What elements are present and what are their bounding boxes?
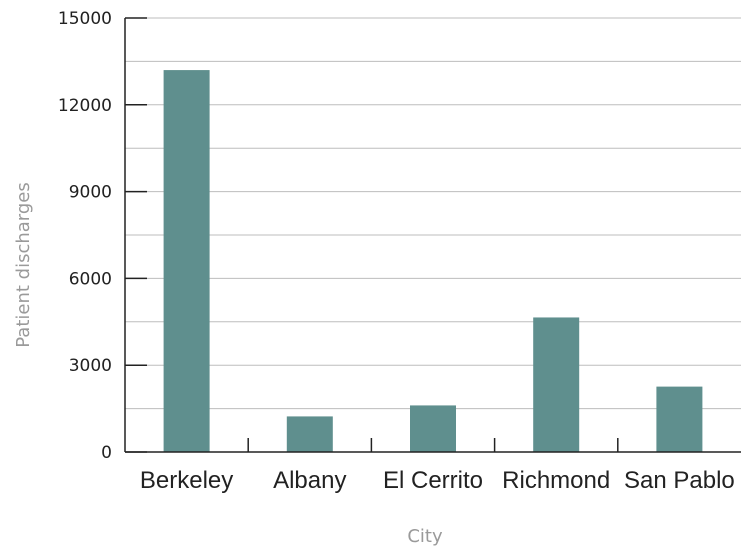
- y-tick-label: 12000: [58, 96, 112, 116]
- y-tick-label: 9000: [69, 183, 112, 203]
- bar-san-pablo: [656, 386, 703, 452]
- x-tick-label: San Pablo: [624, 467, 735, 494]
- y-axis-ticks: 0 3000 6000 9000 12000 15000: [58, 9, 147, 463]
- y-tick-label: 15000: [58, 9, 112, 29]
- x-tick-label: Richmond: [502, 467, 610, 494]
- x-tick-label: Albany: [273, 467, 346, 494]
- y-axis-title: Patient discharges: [13, 182, 34, 348]
- bar-richmond: [533, 317, 580, 452]
- x-tick-label: Berkeley: [140, 467, 233, 494]
- x-axis-title: City: [407, 526, 443, 547]
- x-tick-label: El Cerrito: [383, 467, 483, 494]
- bar-berkeley: [163, 70, 210, 452]
- bar-albany: [286, 416, 333, 452]
- x-axis-ticks: Berkeley Albany El Cerrito Richmond San Pabl…: [140, 438, 735, 494]
- y-tick-label: 3000: [69, 356, 112, 376]
- y-tick-label: 0: [101, 443, 112, 463]
- axes: [124, 18, 741, 453]
- bar-el-cerrito: [410, 405, 456, 452]
- gridlines: [125, 17, 741, 410]
- y-tick-label: 6000: [69, 269, 112, 289]
- bars: [163, 70, 703, 452]
